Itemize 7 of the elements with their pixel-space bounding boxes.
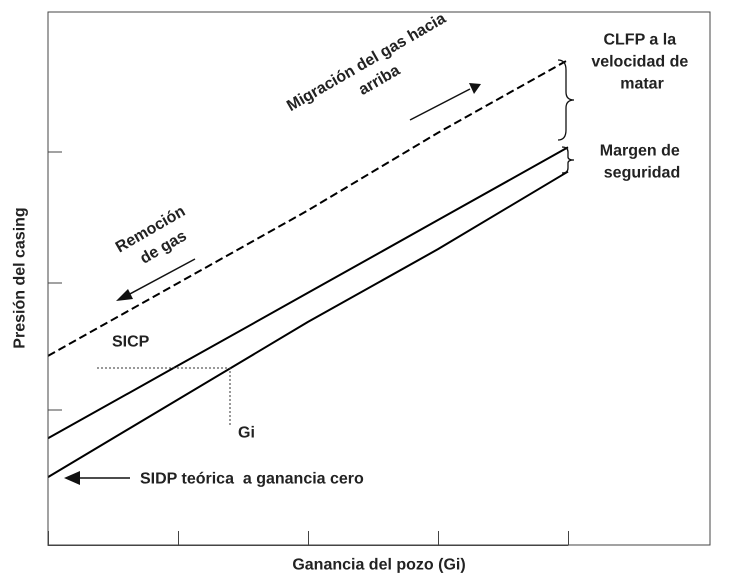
annotation: CLFP a la velocidad de matar: [591, 32, 693, 92]
annotation: Margen de seguridad: [600, 142, 684, 182]
y-axis-title: Presión del casing: [12, 207, 28, 349]
annotation: SICP: [112, 334, 150, 350]
annotation: SIDP teórica a ganancia cero: [140, 470, 364, 488]
x-axis-title: Ganancia del pozo (Gi): [292, 556, 466, 574]
annotation: Gi: [238, 424, 255, 442]
